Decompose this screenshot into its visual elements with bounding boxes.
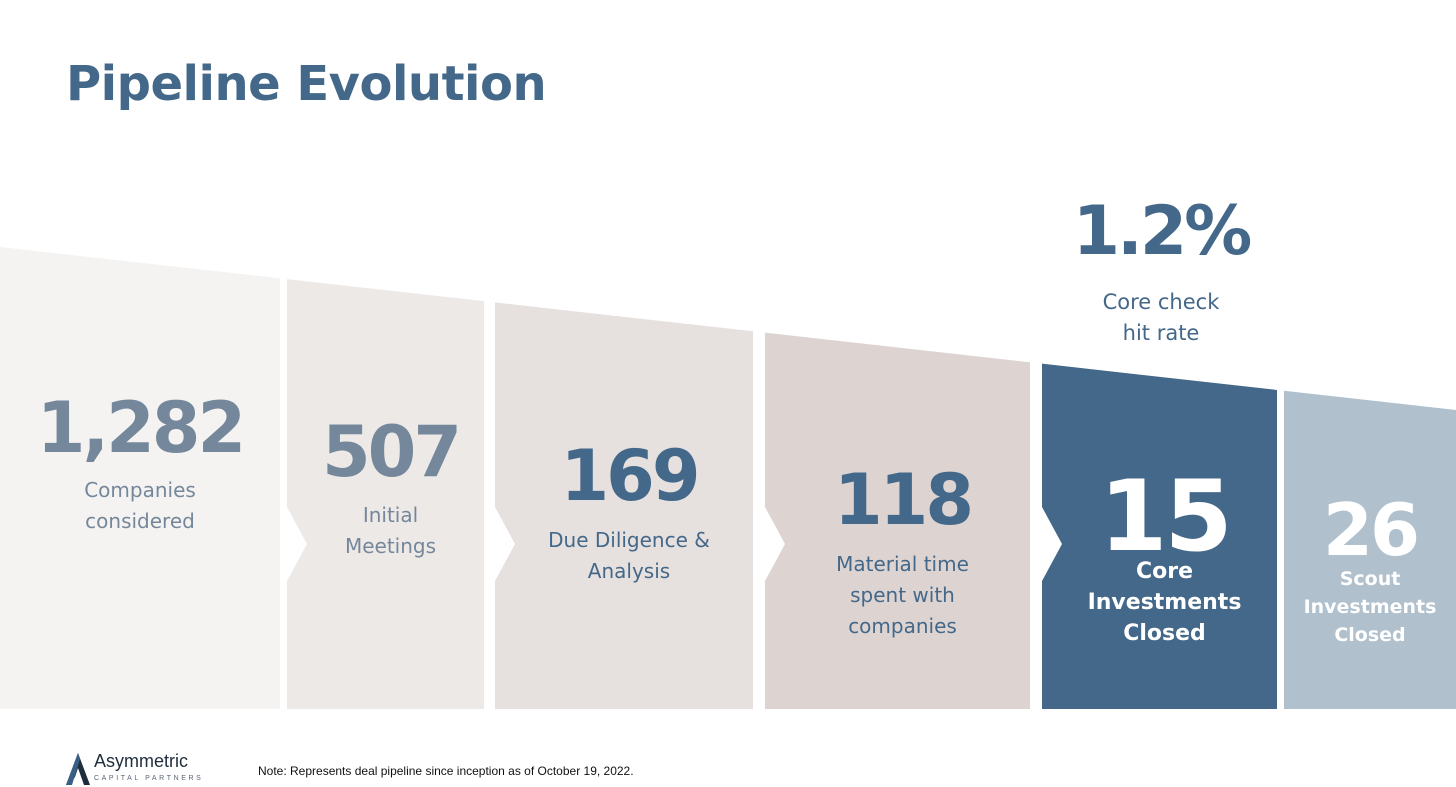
page-title: Pipeline Evolution [66,56,547,112]
funnel-bar [1284,390,1456,709]
funnel-category-label: Initial [363,503,418,527]
funnel-bar [1042,363,1277,709]
brand-name: Asymmetric [94,751,188,771]
hit-rate-label-line: Core check [1102,290,1220,314]
funnel-value-label: 507 [322,411,459,493]
funnel-category-label: Investments [1088,590,1242,615]
funnel-category-label: Due Diligence & [548,528,710,552]
funnel-category-label: companies [848,614,957,638]
brand-tagline: CAPITAL PARTNERS [94,775,204,782]
funnel-bar [765,332,1030,709]
funnel-value-label: 15 [1099,460,1229,574]
funnel-value-label: 26 [1323,488,1417,572]
funnel-category-label: Meetings [345,534,436,558]
funnel-bar [495,302,753,709]
hit-rate-label: Core check hit rate [1040,287,1282,349]
hit-rate-value: 1.2% [1072,192,1253,271]
funnel-bar [287,279,484,709]
footnote: Note: Represents deal pipeline since inc… [258,764,634,778]
funnel-bar [0,247,280,709]
funnel-category-label: Closed [1334,624,1405,646]
funnel-category-label: Analysis [588,559,670,583]
hit-rate-label-line: hit rate [1122,321,1200,345]
funnel-category-label: Investments [1304,596,1437,618]
funnel-value-label: 169 [560,435,697,517]
funnel-category-label: considered [85,509,195,533]
funnel-value-label: 118 [834,459,971,541]
asymmetric-logo-icon [66,753,90,785]
funnel-category-label: Material time [836,552,969,576]
funnel-category-label: Companies [84,478,196,502]
funnel-category-label: Closed [1123,621,1206,646]
funnel-category-label: spent with [850,583,955,607]
funnel-category-label: Core [1136,559,1193,584]
funnel-category-label: Scout [1340,568,1401,590]
funnel-value-label: 1,282 [37,387,243,469]
